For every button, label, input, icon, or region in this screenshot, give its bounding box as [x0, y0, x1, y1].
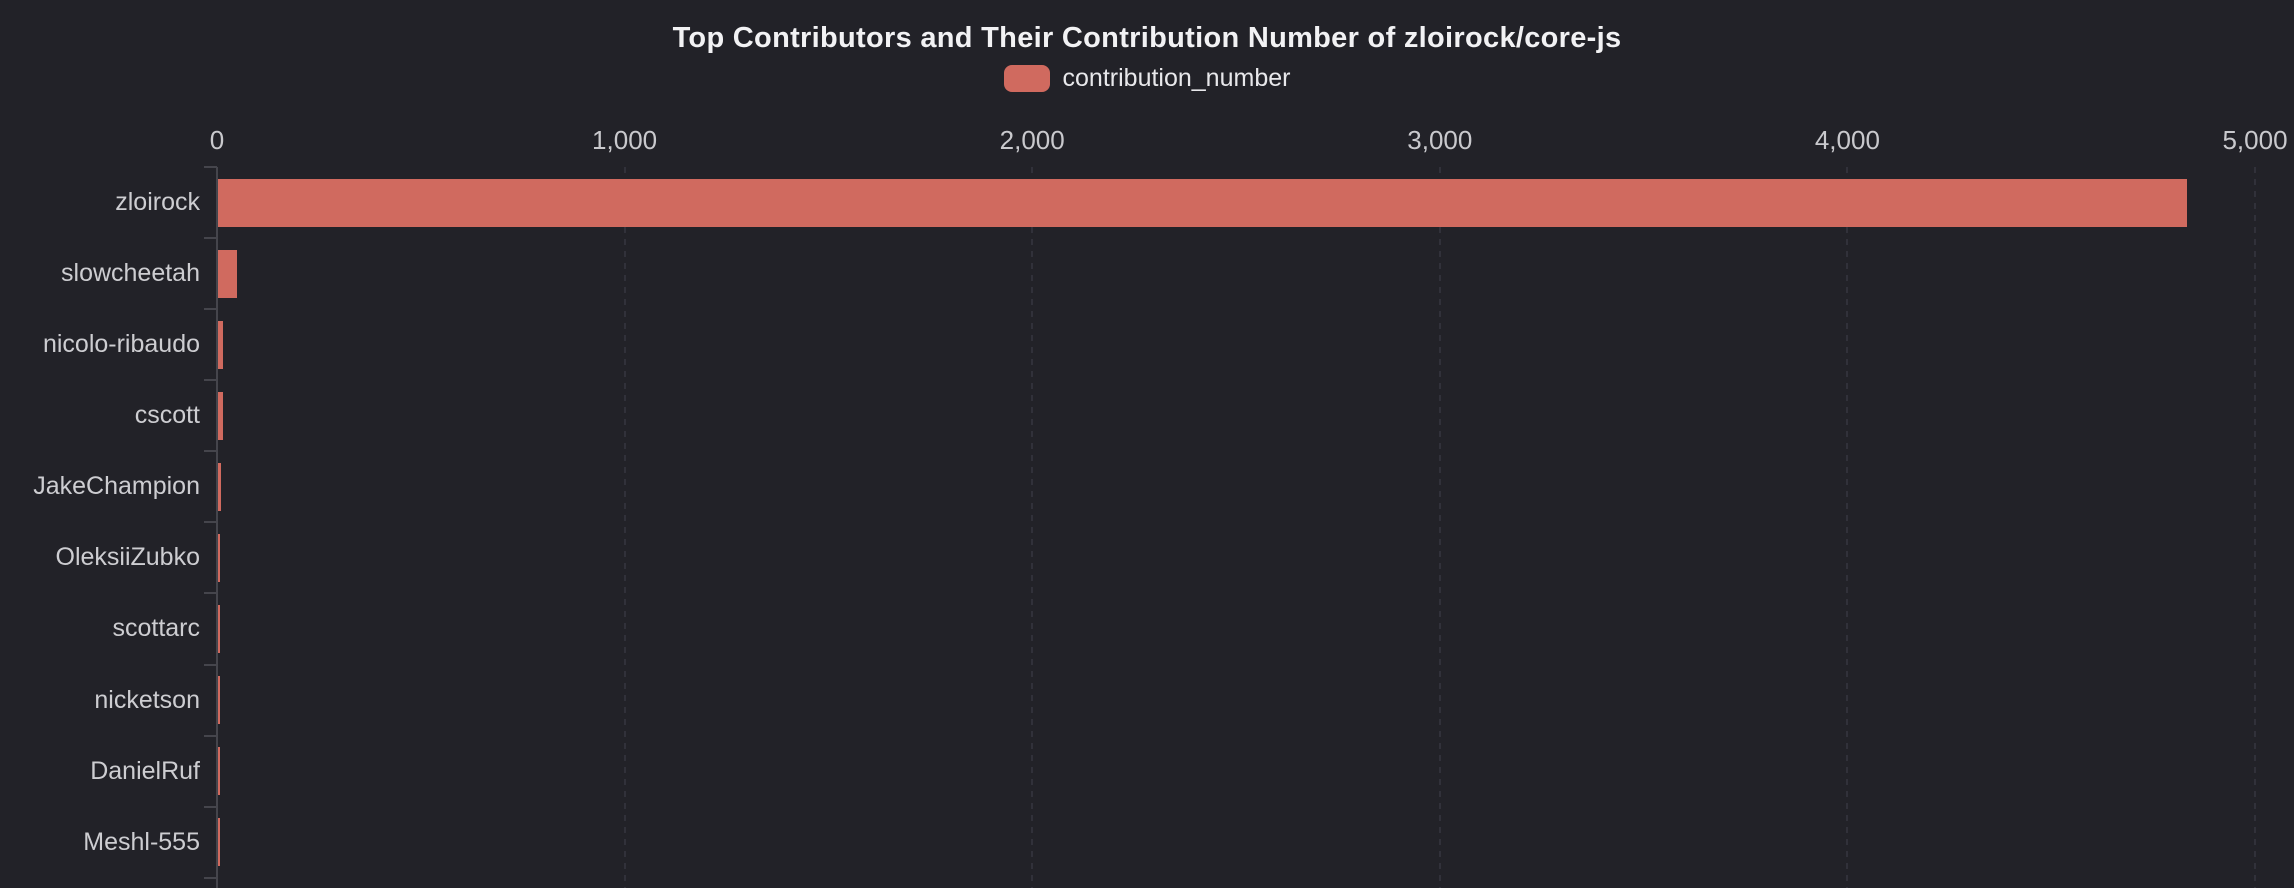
category-label: slowcheetah	[61, 259, 200, 288]
x-tick-label: 3,000	[1407, 125, 1473, 155]
bar[interactable]	[218, 462, 221, 511]
category-label: nicolo-ribaudo	[42, 330, 200, 359]
y-axis-tick	[204, 237, 217, 240]
gridline	[2254, 167, 2256, 888]
y-axis-line	[216, 167, 218, 888]
bar[interactable]	[218, 249, 237, 298]
bar[interactable]	[218, 320, 224, 369]
category-label: JakeChampion	[33, 472, 200, 501]
bar[interactable]	[218, 533, 221, 582]
category-label: scottarc	[112, 614, 200, 643]
category-label: DanielRuf	[90, 756, 200, 785]
gridline	[1438, 167, 1441, 888]
category-label: cscott	[134, 401, 200, 430]
y-axis-tick	[204, 805, 217, 808]
bar[interactable]	[218, 178, 2187, 227]
y-axis-tick	[204, 521, 217, 524]
y-axis-tick	[204, 663, 217, 666]
y-axis-tick	[204, 379, 217, 382]
category-label: Meshl-555	[83, 827, 200, 856]
gridline	[1031, 167, 1034, 888]
x-tick-label: 4,000	[1814, 125, 1880, 155]
y-axis-tick	[204, 734, 217, 737]
bar[interactable]	[218, 747, 221, 796]
bar[interactable]	[218, 604, 221, 653]
bar[interactable]	[218, 391, 223, 440]
gridline	[623, 167, 626, 888]
y-axis-tick	[204, 308, 217, 311]
x-tick-label: 2,000	[999, 125, 1065, 155]
y-axis-tick	[204, 166, 217, 168]
category-label: OleksiiZubko	[55, 543, 201, 572]
legend-label: contribution_number	[1062, 63, 1291, 92]
y-axis-tick	[204, 592, 217, 595]
x-tick-label: 5,000	[2222, 125, 2288, 155]
chart-title: Top Contributors and Their Contribution …	[672, 22, 1622, 54]
x-tick-label: 0	[209, 125, 225, 155]
x-tick-label: 1,000	[592, 125, 658, 155]
legend-swatch-icon	[1003, 64, 1050, 92]
y-axis-tick	[204, 450, 217, 453]
gridline	[1846, 167, 1849, 888]
bar[interactable]	[218, 676, 221, 725]
category-label: zloirock	[115, 188, 200, 216]
bar[interactable]	[218, 818, 221, 867]
legend-item[interactable]: contribution_number	[0, 60, 2294, 96]
y-axis-tick	[204, 876, 217, 879]
category-label: nicketson	[94, 685, 200, 714]
